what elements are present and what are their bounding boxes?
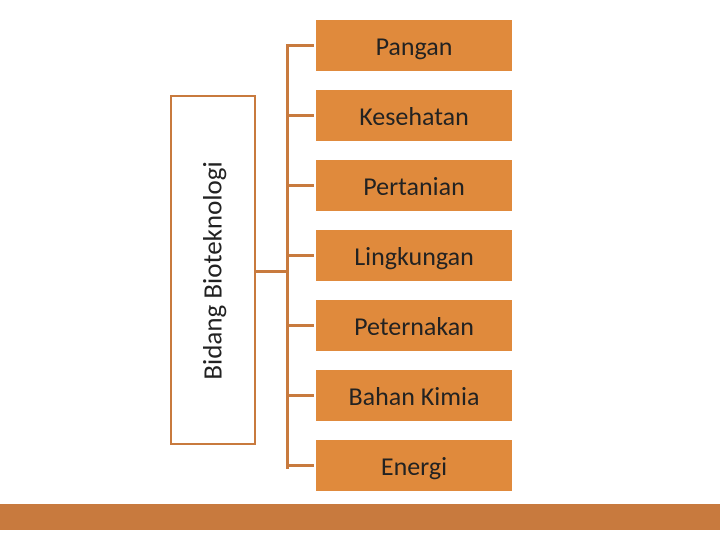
child-node: Energi <box>314 438 514 493</box>
root-node: Bidang Bioteknologi <box>170 95 256 445</box>
child-label: Peternakan <box>354 310 474 342</box>
connector-root-link <box>256 270 286 273</box>
connector-trunk <box>286 46 289 469</box>
connector-branch <box>286 184 314 187</box>
connector-branch <box>286 44 314 47</box>
child-label: Lingkungan <box>354 240 473 272</box>
child-label: Energi <box>381 450 447 482</box>
connector-branch <box>286 464 314 467</box>
connector-branch <box>286 254 314 257</box>
child-node: Pangan <box>314 18 514 73</box>
child-node: Kesehatan <box>314 88 514 143</box>
connector-branch <box>286 114 314 117</box>
child-label: Kesehatan <box>359 100 468 132</box>
connector-branch <box>286 324 314 327</box>
connector-branch <box>286 394 314 397</box>
child-node: Peternakan <box>314 298 514 353</box>
child-node: Pertanian <box>314 158 514 213</box>
root-label: Bidang Bioteknologi <box>197 161 230 379</box>
footer-bar <box>0 504 720 530</box>
child-node: Lingkungan <box>314 228 514 283</box>
child-label: Pangan <box>376 30 453 62</box>
child-label: Bahan Kimia <box>349 380 480 412</box>
child-label: Pertanian <box>363 170 465 202</box>
child-node: Bahan Kimia <box>314 368 514 423</box>
